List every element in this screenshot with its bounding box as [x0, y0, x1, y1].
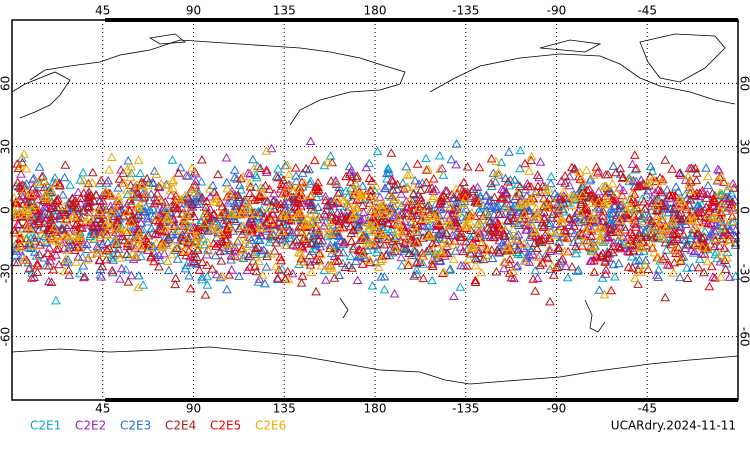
legend-entry: C2E5 [210, 419, 241, 433]
north-america [429, 53, 736, 105]
x-tick-label: 135 [273, 402, 296, 416]
x-tick-label: -135 [452, 4, 479, 18]
x-tick-label: -90 [547, 4, 567, 18]
eurasia [29, 39, 406, 126]
axis-labels: 45 45 90 90 135 135 180 180 -135 -135 -90 -90 -45 -45… [0, 4, 750, 433]
y-tick-label: 60 [738, 76, 750, 91]
europe [11, 71, 71, 119]
triangle-group [9, 146, 739, 299]
x-tick-label: 90 [186, 4, 201, 18]
legend-entry: C2E6 [255, 419, 286, 433]
y-tick-label: -30 [0, 264, 13, 284]
y-tick-label: -60 [0, 327, 13, 347]
greenland [639, 33, 726, 83]
x-tick-label: 180 [364, 402, 387, 416]
x-tick-label: 45 [95, 4, 110, 18]
y-tick-label: 0 [738, 206, 750, 214]
footer-label: UCARdry.2024-11-11 [611, 419, 736, 433]
x-tick-label: -45 [637, 4, 657, 18]
frame [11, 18, 739, 402]
coastlines [11, 33, 739, 385]
y-tick-label: 30 [0, 139, 13, 154]
x-tick-label: -45 [637, 402, 657, 416]
x-tick-label: -135 [452, 402, 479, 416]
south-america-tip [584, 299, 606, 333]
legend-entry: C2E3 [120, 419, 151, 433]
new-zealand [339, 297, 349, 319]
x-tick-label: 90 [186, 402, 201, 416]
legend-entry: C2E4 [165, 419, 196, 433]
x-tick-label: -90 [547, 402, 567, 416]
legend-entry: C2E2 [75, 419, 106, 433]
y-tick-label: -60 [738, 327, 750, 347]
antarctica [11, 346, 739, 385]
y-tick-label: 30 [738, 139, 750, 154]
y-tick-label: 0 [0, 206, 13, 214]
y-tick-label: 60 [0, 76, 13, 91]
y-tick-label: -30 [738, 264, 750, 284]
occultation-markers [9, 136, 741, 306]
legend-entry: C2E1 [30, 419, 61, 433]
x-tick-label: 45 [95, 402, 110, 416]
x-tick-label: 180 [364, 4, 387, 18]
x-tick-label: 135 [273, 4, 296, 18]
arctic-islands [148, 33, 602, 53]
